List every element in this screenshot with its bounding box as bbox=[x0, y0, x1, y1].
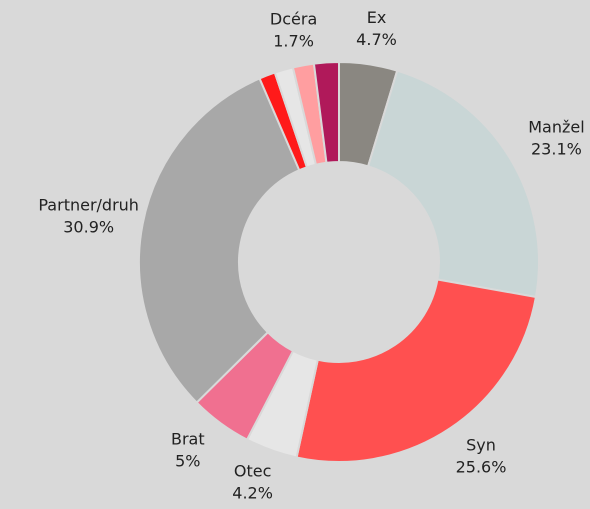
slice-value: 25.6% bbox=[456, 458, 507, 477]
slice-value: 1.7% bbox=[273, 31, 314, 50]
slice-label: Otec bbox=[234, 462, 272, 481]
slice-label: Dcéra bbox=[270, 9, 317, 28]
donut-slice bbox=[138, 77, 301, 404]
slice-value: 4.2% bbox=[232, 484, 273, 503]
slice-value: 4.7% bbox=[356, 30, 397, 49]
slice-label: Partner/druh bbox=[38, 196, 139, 215]
slice-label: Ex bbox=[367, 8, 387, 27]
donut-slice bbox=[312, 60, 340, 164]
slice-value: 30.9% bbox=[63, 218, 114, 237]
slice-value: 23.1% bbox=[531, 140, 582, 159]
slice-label: Syn bbox=[466, 436, 496, 455]
donut-slice bbox=[366, 69, 540, 299]
slice-label: Manžel bbox=[528, 118, 584, 137]
slice-label: Brat bbox=[171, 430, 205, 449]
slice-value: 5% bbox=[175, 452, 200, 471]
donut-slice bbox=[295, 278, 538, 463]
